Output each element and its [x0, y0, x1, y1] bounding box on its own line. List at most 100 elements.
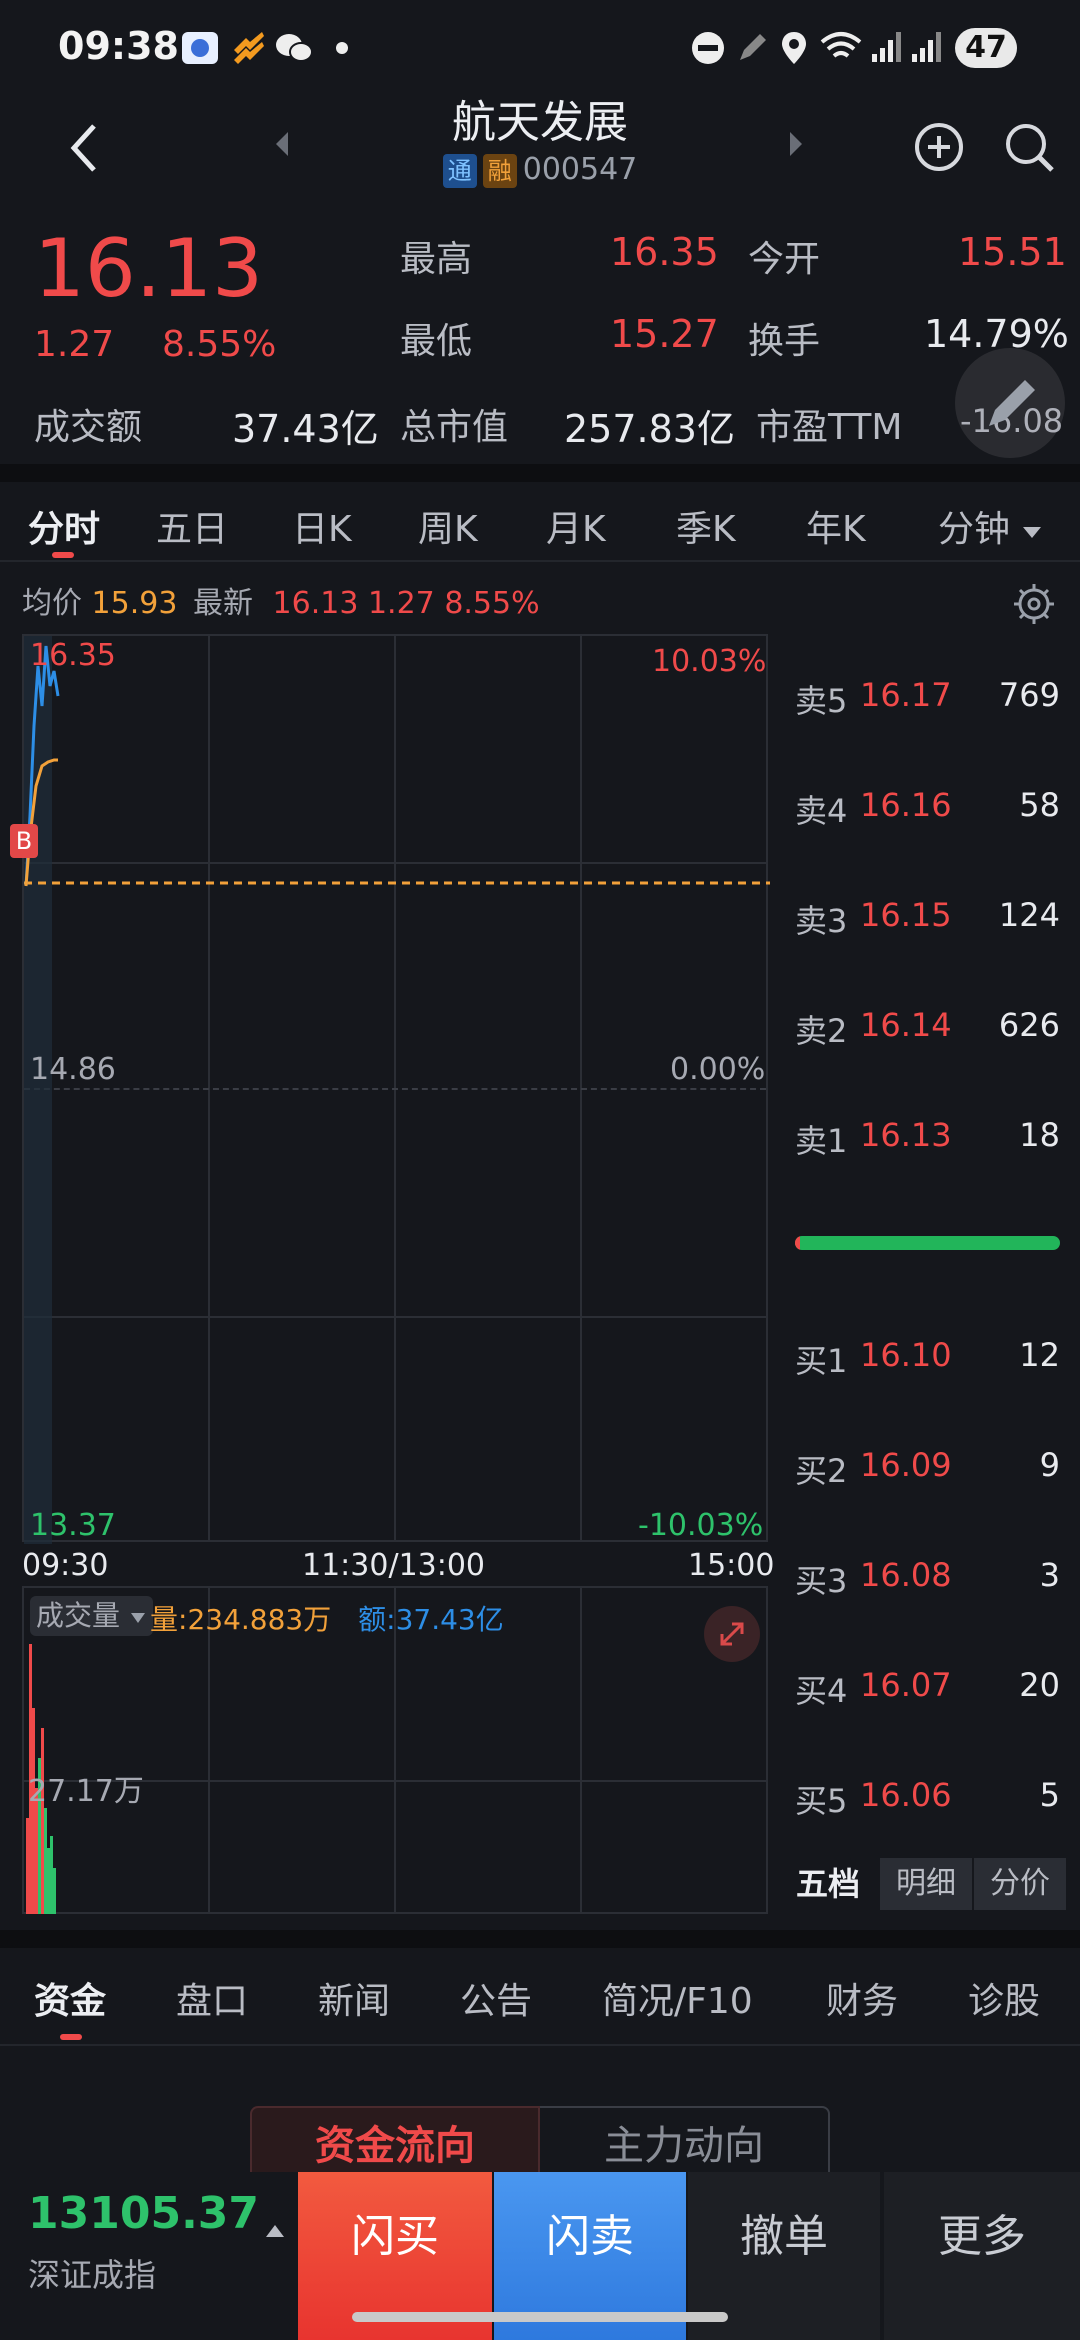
- tab-diagnosis[interactable]: 诊股: [968, 1981, 1041, 2022]
- tab-minute[interactable]: 分钟: [938, 500, 1043, 552]
- volume-label: 成交量: [36, 1599, 121, 1632]
- plus-circle-icon: [915, 123, 963, 171]
- tab-weekly[interactable]: 周K: [418, 509, 478, 550]
- gear-icon: [1014, 584, 1054, 624]
- tab-fund[interactable]: 资金: [34, 1981, 107, 2022]
- section-divider-2: [0, 1930, 1080, 1948]
- latest-value: 16.13: [272, 586, 359, 621]
- orderbook-tab-detail[interactable]: 明细: [880, 1858, 972, 1910]
- prev-stock-button[interactable]: [272, 130, 292, 162]
- status-bar: 09:38 47: [0, 0, 1080, 90]
- app-notification-icon: [230, 30, 264, 64]
- intraday-chart[interactable]: [22, 634, 770, 1544]
- volume-summary: 量:234.883万 额:37.43亿: [150, 1598, 504, 1638]
- dot-icon: [336, 42, 348, 54]
- tab-minute-label: 分钟: [938, 509, 1011, 550]
- mktcap-value: 257.83亿: [564, 407, 735, 451]
- edit-float-button[interactable]: [955, 348, 1065, 458]
- chevron-left-icon: [70, 124, 96, 172]
- cancel-order-button[interactable]: 撤单: [688, 2172, 880, 2340]
- app-avatar-icon: [180, 30, 218, 64]
- avg-value: 15.93: [91, 586, 178, 621]
- tab-5day[interactable]: 五日: [156, 509, 229, 550]
- mktcap-label: 总市值: [400, 407, 509, 448]
- more-button[interactable]: 更多: [884, 2172, 1080, 2340]
- low-value: 15.27: [610, 312, 719, 356]
- y-axis-bottom: 13.37: [30, 1508, 116, 1543]
- section-divider: [0, 464, 1080, 482]
- last-price: 16.13: [34, 222, 264, 315]
- pencil-icon: [989, 380, 1035, 426]
- turnover-label: 换手: [748, 321, 821, 362]
- tab-monthly[interactable]: 月K: [546, 509, 606, 550]
- buy-marker[interactable]: B: [10, 824, 38, 858]
- back-button[interactable]: [60, 118, 110, 178]
- amt-label: 额:: [358, 1603, 396, 1636]
- bottom-tabs-underline: [0, 2044, 1080, 2046]
- price-line: [24, 645, 60, 887]
- volume-indicator-select[interactable]: 成交量: [30, 1596, 153, 1636]
- tab-yearly[interactable]: 年K: [806, 509, 866, 550]
- expand-icon: [720, 1622, 744, 1646]
- y-axis-top: 16.35: [30, 638, 116, 673]
- bid-ask-ratio-bar: [795, 1236, 1060, 1250]
- search-button[interactable]: [1002, 120, 1056, 178]
- open-value: 15.51: [958, 230, 1067, 274]
- orderbook-tab-5level[interactable]: 五档: [796, 1865, 861, 1903]
- tab-intraday[interactable]: 分时: [28, 509, 101, 550]
- tab-profile[interactable]: 简况/F10: [602, 1981, 753, 2022]
- tab-announcement[interactable]: 公告: [460, 1981, 533, 2022]
- tab-quarterly[interactable]: 季K: [676, 509, 736, 550]
- badge-rong: 融: [482, 154, 517, 188]
- info-line: 均价 15.93 最新 16.13 1.27 8.55%: [22, 578, 540, 622]
- status-time: 09:38: [58, 24, 179, 68]
- battery-indicator: 47: [955, 28, 1017, 68]
- index-expand-button[interactable]: [264, 2222, 286, 2244]
- tab-news[interactable]: 新闻: [318, 1981, 391, 2022]
- y-axis-mid: 14.86: [30, 1052, 116, 1087]
- tabs-underline: [0, 560, 1080, 562]
- price-change: 1.27: [34, 324, 115, 365]
- high-label: 最高: [400, 239, 473, 280]
- triangle-left-icon: [276, 132, 288, 156]
- main-force-tab[interactable]: 主力动向: [540, 2106, 830, 2186]
- next-stock-button[interactable]: [786, 130, 806, 162]
- chart-settings-button[interactable]: [1012, 582, 1056, 630]
- volume-chart[interactable]: [22, 1586, 768, 1914]
- stock-code: 000547: [522, 152, 638, 187]
- tab-finance[interactable]: 财务: [826, 1981, 899, 2022]
- index-name[interactable]: 深证成指: [28, 2256, 157, 2294]
- tab-depth[interactable]: 盘口: [176, 1981, 249, 2022]
- price-change-pct: 8.55%: [162, 324, 277, 365]
- bottom-tab-indicator: [60, 2034, 82, 2040]
- pct-axis-bottom: -10.03%: [638, 1508, 764, 1543]
- vol-label: 量:: [150, 1603, 188, 1636]
- price-line-svg: [24, 636, 770, 1544]
- index-value[interactable]: 13105.37: [28, 2188, 260, 2239]
- tab-daily[interactable]: 日K: [292, 509, 352, 550]
- turnover-value: 14.79%: [924, 312, 1069, 356]
- amount-label: 成交额: [34, 407, 143, 448]
- time-axis-end: 15:00: [688, 1548, 775, 1583]
- add-watchlist-button[interactable]: [912, 120, 966, 178]
- expand-chart-button[interactable]: [704, 1606, 760, 1662]
- high-value: 16.35: [610, 230, 719, 274]
- latest-change-pct: 8.55%: [444, 586, 540, 621]
- orderbook-tab-price[interactable]: 分价: [974, 1858, 1066, 1910]
- pen-icon: [734, 30, 768, 64]
- wechat-icon: [274, 30, 313, 64]
- active-tab-indicator: [52, 552, 74, 558]
- triangle-right-icon: [790, 132, 802, 156]
- volume-bars-svg: [26, 1644, 56, 1914]
- search-icon: [1006, 124, 1054, 172]
- signal-icon: [870, 30, 904, 64]
- volume-axis-label: 27.17万: [28, 1774, 144, 1809]
- bid-ask-ratio-red: [795, 1236, 800, 1250]
- wifi-icon: [818, 30, 864, 64]
- home-indicator[interactable]: [352, 2312, 728, 2322]
- latest-change: 1.27: [367, 586, 435, 621]
- amt-value: 37.43亿: [395, 1603, 504, 1636]
- dnd-icon: [690, 30, 724, 64]
- latest-label: 最新: [192, 586, 253, 621]
- caret-down-icon: [130, 1613, 145, 1623]
